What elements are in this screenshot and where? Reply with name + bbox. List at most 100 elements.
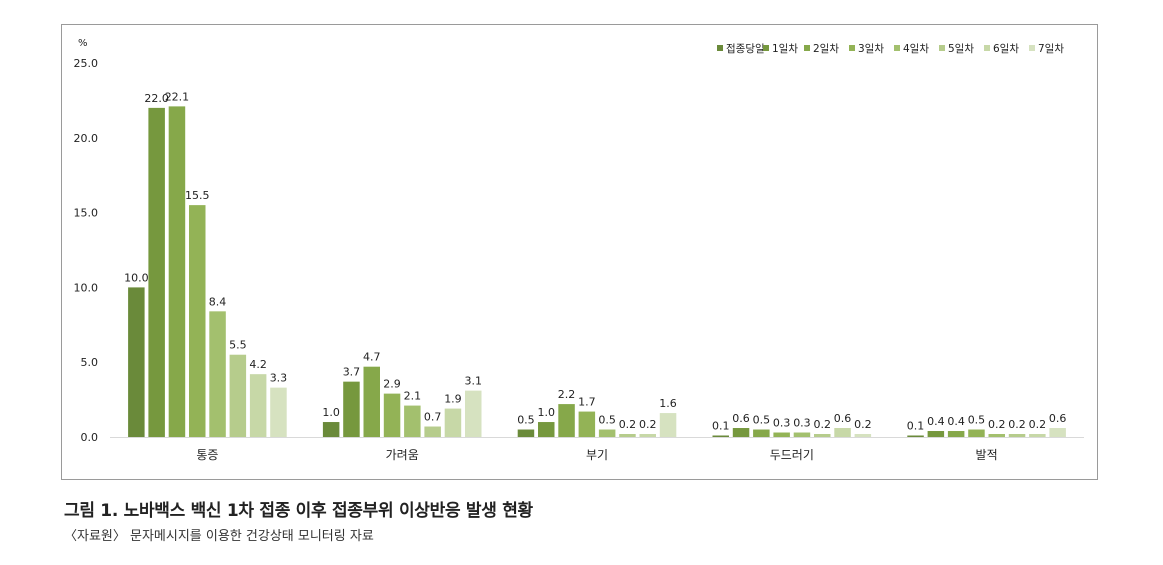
data-label: 2.9 [383,378,401,391]
bar [907,435,924,437]
data-label: 0.2 [814,418,832,431]
data-label: 0.5 [517,414,535,427]
x-category-label: 가려움 [386,448,419,462]
bar [732,428,750,437]
legend-label: 1일차 [772,42,798,55]
data-label: 0.2 [1008,418,1026,431]
data-label: 0.5 [968,414,986,427]
bar [793,432,811,437]
legend-swatch [939,45,945,51]
legend-swatch [1029,45,1035,51]
y-tick-label: 10.0 [74,281,99,294]
bar [249,374,267,437]
bar [1008,434,1026,437]
data-label: 3.3 [270,372,288,385]
x-category-label: 두드러기 [770,448,814,462]
y-axis-unit-label: % [78,38,88,49]
bar [598,429,616,437]
bar [558,404,575,437]
data-label: 4.2 [249,358,267,371]
bar [128,287,145,437]
x-category-label: 통증 [196,448,218,462]
bar [168,106,186,437]
bar [424,426,441,437]
data-label: 2.1 [404,390,422,403]
data-label: 0.1 [712,420,730,433]
bar [619,434,636,437]
data-label: 1.6 [659,397,677,410]
bar [947,431,965,437]
bar [363,366,380,437]
bar [773,432,790,437]
data-label: 0.6 [732,412,750,425]
y-tick-label: 20.0 [74,132,99,145]
bar [444,408,462,437]
bar [209,311,226,437]
bar [189,205,206,437]
data-label: 0.7 [424,411,442,424]
data-label: 0.2 [988,418,1006,431]
data-label: 0.2 [1029,418,1047,431]
data-label: 0.2 [619,418,637,431]
y-tick-label: 5.0 [81,356,99,369]
data-label: 5.5 [229,339,247,352]
data-label: 3.1 [465,375,483,388]
data-label: 15.5 [185,189,210,202]
bar [404,405,421,437]
legend-swatch [763,45,769,51]
figure-caption-source: 〈자료원〉 문자메시지를 이용한 건강상태 모니터링 자료 [64,529,374,544]
bar [854,434,872,437]
data-label: 22.0 [144,92,169,105]
data-label: 3.7 [343,366,361,379]
legend-label: 7일차 [1038,42,1064,55]
bar [229,354,247,437]
bar [753,429,770,437]
legend-label: 접종당일 [726,42,765,55]
data-label: 0.6 [834,412,852,425]
bar [968,429,985,437]
legend-label: 6일차 [993,42,1019,55]
data-label: 0.6 [1049,412,1067,425]
chart-frame: % 0.0 5.0 10.0 15.0 20.0 25.0 10.0 22.0 22.1 15.5 8… [61,24,1098,480]
legend-label: 3일차 [858,42,884,55]
data-label: 0.4 [947,415,965,428]
bar [659,413,677,437]
data-label: 22.1 [165,90,190,103]
bar [927,431,945,437]
x-category-label: 부기 [586,448,608,462]
y-tick-label: 15.0 [74,207,99,220]
figure-caption-title: 그림 1. 노바백스 백신 1차 접종 이후 접종부위 이상반응 발생 현황 [64,501,533,521]
data-label: 1.9 [444,393,462,406]
data-label: 0.2 [639,418,657,431]
data-label: 1.0 [322,406,340,419]
legend-label: 5일차 [948,42,974,55]
data-label: 1.7 [578,396,596,409]
legend-swatch [804,45,810,51]
y-tick-label: 0.0 [81,431,99,444]
data-label: 0.5 [598,414,616,427]
bar [578,411,596,437]
legend-swatch [894,45,900,51]
data-label: 0.1 [907,420,925,433]
data-label: 2.2 [558,388,576,401]
bar [639,434,656,437]
bar [148,107,165,437]
bar [988,434,1005,437]
bar [343,381,360,437]
bar [1029,434,1046,437]
bar [834,428,851,437]
data-label: 0.3 [793,417,811,430]
data-label: 0.2 [854,418,872,431]
bar [538,422,555,437]
bar [270,387,287,437]
bar [1049,428,1066,437]
y-tick-label: 25.0 [74,57,99,70]
bar [322,422,340,437]
data-label: 8.4 [209,295,227,308]
bar [712,435,729,437]
data-label: 1.0 [538,406,556,419]
data-label: 4.7 [363,351,381,364]
data-label: 0.3 [773,417,791,430]
legend-swatch [984,45,990,51]
data-label: 0.4 [927,415,945,428]
